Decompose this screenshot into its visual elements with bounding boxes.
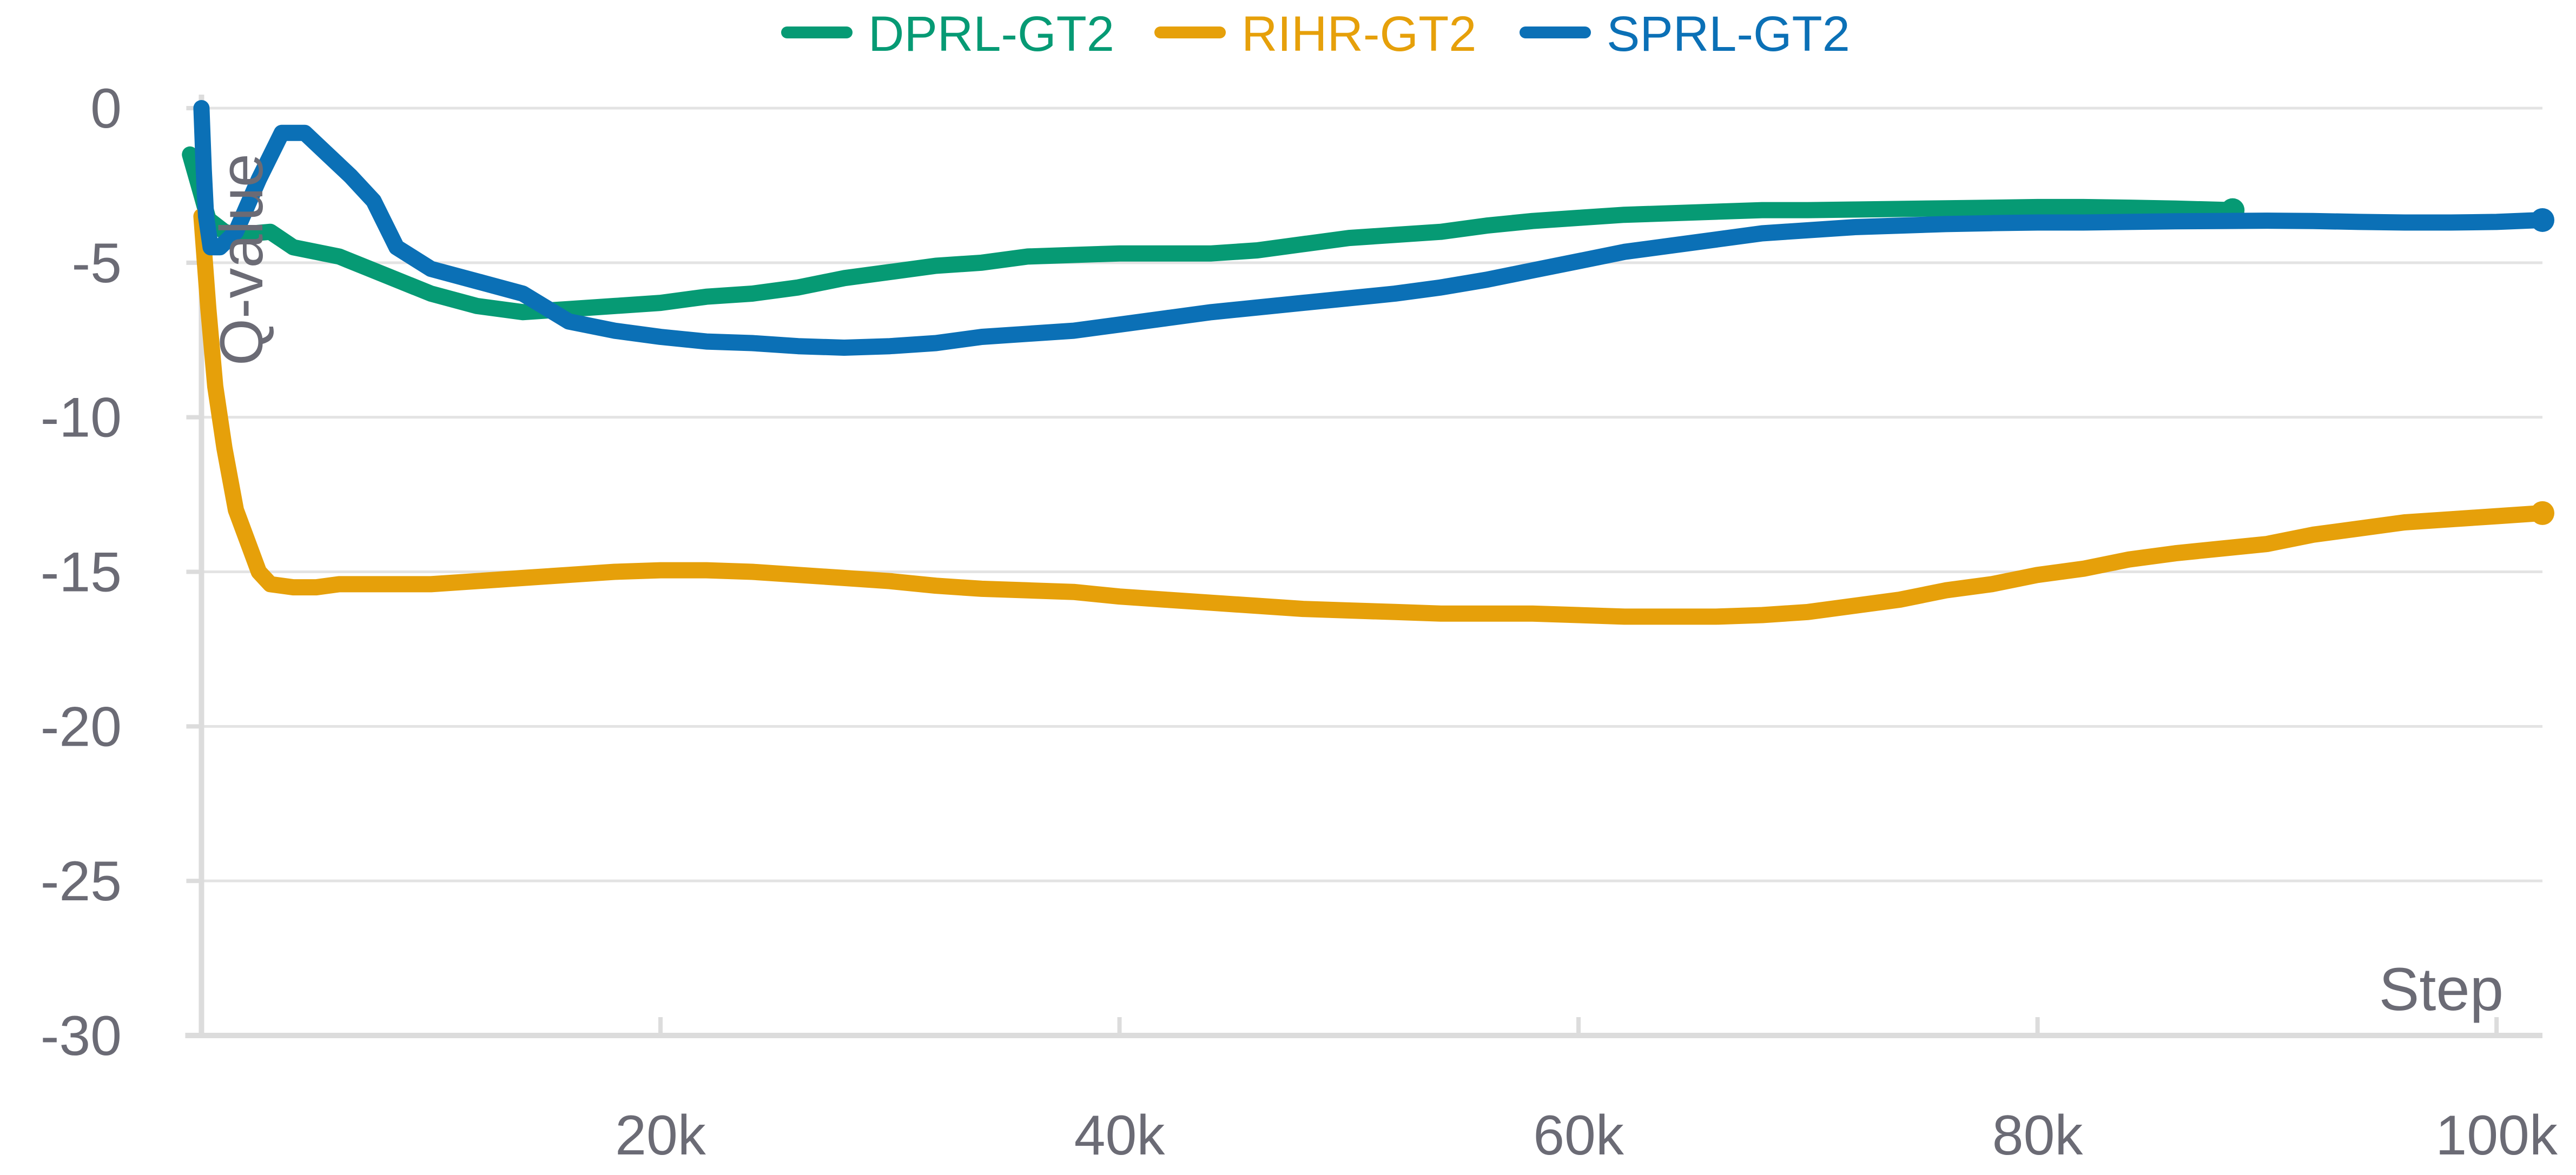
x-tick-label: 60k: [1533, 1104, 1624, 1167]
series-end-point-rihr-gt2: [2531, 501, 2554, 525]
series: [182, 100, 2554, 625]
series-line-sprl-gt2: [193, 100, 2551, 356]
y-tick-label: -20: [41, 695, 122, 758]
legend: DPRL-GT2 RIHR-GT2 SPRL-GT2: [781, 6, 1850, 62]
x-tick-label: 100k: [2435, 1104, 2558, 1167]
ticks: 0 -5 -10 -15 -20 -25 -30 20k 40k 60k 80k 100k: [41, 77, 2558, 1167]
x-tick-label: 80k: [1992, 1104, 2084, 1167]
series-line-dprl-gt2: [182, 146, 2241, 321]
legend-label: RIHR-GT2: [1241, 6, 1476, 62]
y-tick-label: -30: [41, 1005, 122, 1067]
y-tick-label: -10: [41, 387, 122, 449]
x-axis-title: Step: [2379, 955, 2504, 1023]
x-tick-label: 20k: [615, 1104, 706, 1167]
series-line-rihr-gt2: [193, 208, 2551, 625]
x-tick-label: 40k: [1074, 1104, 1166, 1167]
y-tick-label: -15: [41, 541, 122, 604]
legend-label: DPRL-GT2: [868, 6, 1114, 62]
y-axis-title: Q-value: [208, 154, 275, 366]
y-tick-label: -5: [72, 232, 122, 295]
y-tick-label: -25: [41, 850, 122, 913]
legend-label: SPRL-GT2: [1607, 6, 1850, 62]
y-tick-label: 0: [90, 77, 122, 140]
series-end-point-sprl-gt2: [2531, 208, 2554, 232]
